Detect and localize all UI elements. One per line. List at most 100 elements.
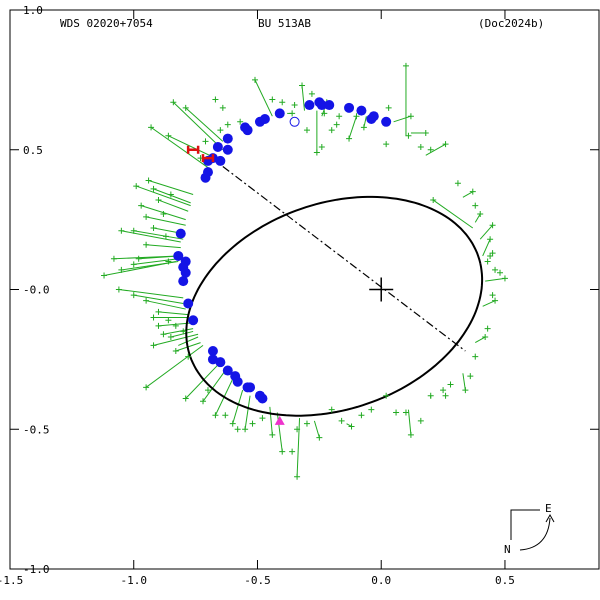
observation-plus [318, 143, 325, 150]
observation-plus [430, 197, 437, 204]
observation-plus [501, 275, 508, 282]
observation-plus [407, 113, 414, 120]
special-markers [186, 116, 300, 425]
observation-plus [358, 412, 365, 419]
compass-arrow-arc [519, 517, 551, 551]
residual-vector [296, 418, 301, 477]
observation-plus [165, 258, 172, 265]
residual-vector [485, 277, 506, 282]
observation-plus [252, 76, 259, 83]
observation-plus [328, 127, 335, 134]
observation-plus [135, 255, 142, 262]
observation-plus [118, 227, 125, 234]
residual-vector [185, 107, 224, 142]
residual-vector [138, 255, 179, 260]
residual-vector [474, 213, 481, 223]
residual-vector [133, 230, 184, 240]
observation-dot [222, 144, 233, 155]
orbit-ellipse-group [185, 195, 484, 417]
residual-vector [158, 311, 189, 316]
observation-plus [130, 261, 137, 268]
observation-plus [422, 129, 429, 136]
residual-vector [153, 333, 199, 346]
y-tick-label: -1.0 [23, 563, 50, 576]
residual-vector [432, 199, 474, 229]
observation-plus [269, 431, 276, 438]
residual-vector [269, 406, 273, 435]
observation-plus [182, 104, 189, 111]
observation-plus [143, 384, 150, 391]
observation-dot [215, 155, 226, 166]
observation-dot [274, 108, 285, 119]
residual-vector [145, 344, 204, 388]
residual-vector [482, 238, 491, 257]
observation-plus [294, 426, 301, 433]
observation-plus [313, 149, 320, 156]
residual-vectors [103, 65, 506, 477]
residual-vector [348, 116, 357, 139]
y-tick-label: 1.0 [23, 4, 43, 17]
observation-dot [212, 141, 223, 152]
observation-plus [150, 314, 157, 321]
x-tick-label: -0.5 [244, 574, 271, 587]
observation-dot [356, 105, 367, 116]
residual-vector [153, 188, 191, 204]
observation-plus [368, 406, 375, 413]
observation-plus [130, 292, 137, 299]
residual-vector [407, 409, 412, 435]
observation-plus [259, 415, 266, 422]
observation-plus [427, 392, 434, 399]
observation-dot [304, 100, 315, 111]
observation-plus [489, 250, 496, 257]
observation-plus [170, 99, 177, 106]
observation-plus [110, 255, 117, 262]
observation-plus [167, 191, 174, 198]
residual-vector [482, 300, 496, 307]
observation-dot [222, 365, 233, 376]
observation-plus [160, 331, 167, 338]
residual-vector [254, 79, 273, 117]
line-of-nodes [222, 166, 466, 352]
orbit-ellipse [185, 195, 484, 417]
observation-plus [484, 325, 491, 332]
observation-plus [217, 127, 224, 134]
observation-plus [155, 308, 162, 315]
residual-vector [462, 191, 474, 198]
observation-plus [407, 431, 414, 438]
residual-vector [150, 126, 211, 170]
residual-vector [136, 185, 191, 207]
residual-vector [121, 230, 181, 243]
residual-vector [133, 258, 179, 265]
line-of-nodes-group [222, 166, 466, 352]
observation-plus [229, 420, 236, 427]
residual-vector [475, 336, 486, 344]
observation-plus [172, 322, 179, 329]
observation-plus [291, 102, 298, 109]
residual-vector [146, 244, 181, 249]
residual-vector [168, 135, 216, 159]
residual-vector [202, 370, 226, 402]
observation-plus [316, 434, 323, 441]
observation-plus [294, 473, 301, 480]
observation-plus [383, 141, 390, 148]
observation-plus [489, 222, 496, 229]
observation-dot [257, 393, 268, 404]
observation-plus [299, 82, 306, 89]
observation-plus [472, 202, 479, 209]
observation-plus [115, 286, 122, 293]
residual-vector [118, 289, 184, 299]
compass: E N [504, 502, 555, 556]
observation-plus [482, 334, 489, 341]
observation-plus [472, 353, 479, 360]
observation-plus [308, 90, 315, 97]
x-tick-label: 0.0 [371, 574, 391, 587]
y-tick-label: 0.5 [23, 144, 43, 157]
residual-vector [232, 389, 244, 424]
compass-east-label: E [545, 502, 552, 515]
observation-plus [333, 121, 340, 128]
observation-plus [279, 99, 286, 106]
x-tick-label: -1.0 [120, 574, 147, 587]
observation-plus [162, 233, 169, 240]
